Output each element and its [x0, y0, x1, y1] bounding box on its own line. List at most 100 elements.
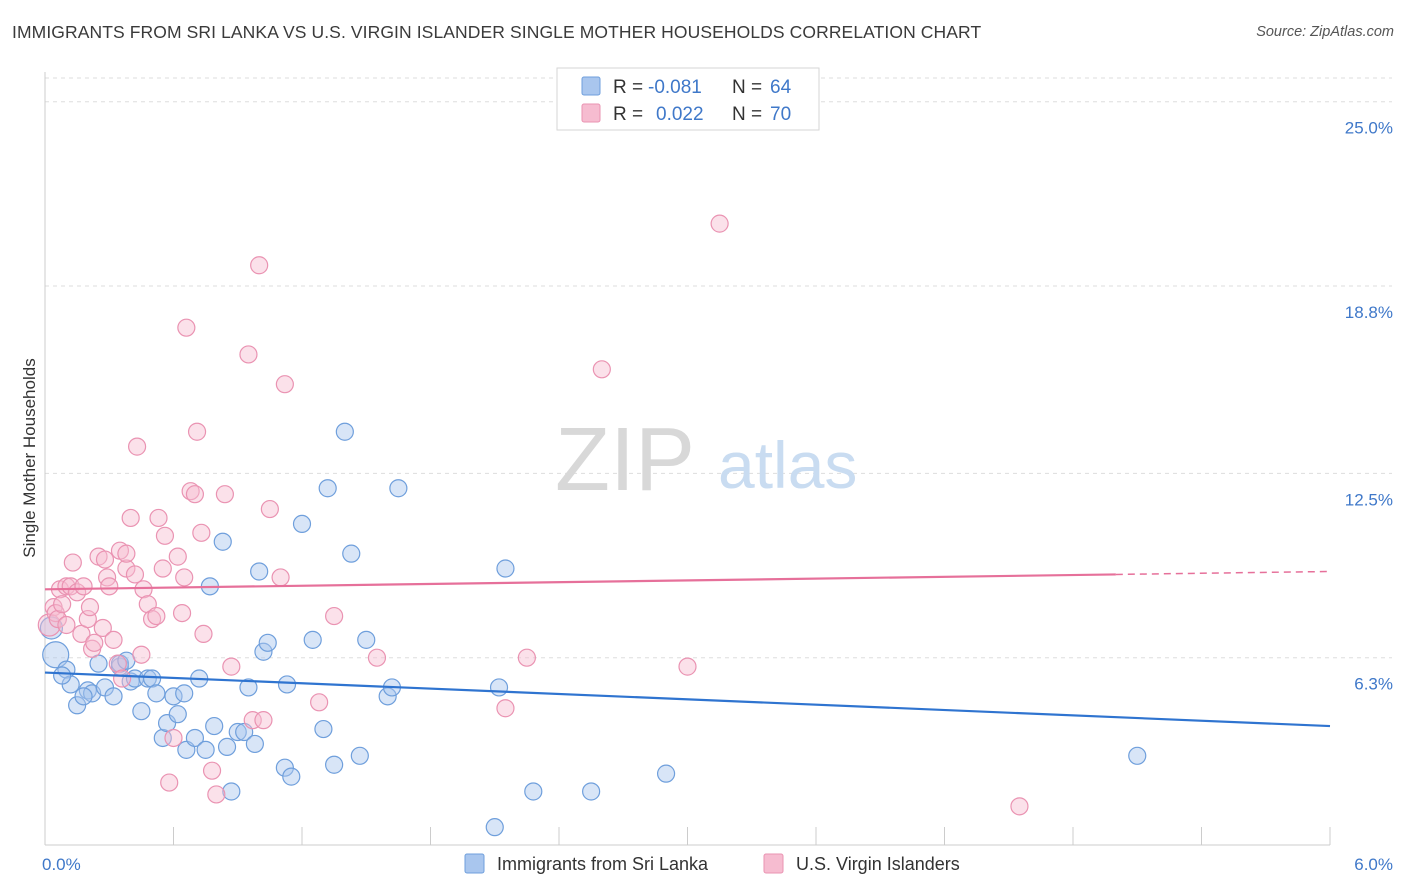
- data-point: [187, 422, 207, 441]
- data-point: [496, 559, 515, 578]
- data-point: [85, 633, 104, 652]
- data-point: [192, 523, 211, 542]
- legend-r-value: 0.022: [656, 104, 704, 125]
- data-point: [258, 633, 277, 652]
- legend-r-label: R =: [613, 77, 643, 98]
- data-point: [254, 711, 273, 730]
- data-point: [350, 746, 369, 765]
- data-point: [205, 716, 224, 736]
- series-legend: Immigrants from Sri Lanka U.S. Virgin Is…: [464, 853, 960, 874]
- data-point: [127, 437, 147, 456]
- data-point: [155, 526, 175, 545]
- legend-n-label: N =: [732, 77, 762, 98]
- y-tick-label: 12.5%: [1345, 490, 1393, 509]
- data-point: [177, 318, 196, 337]
- data-point: [164, 728, 183, 748]
- x-tick-label: 0.0%: [42, 855, 81, 874]
- data-point: [153, 559, 172, 578]
- data-point: [228, 722, 247, 742]
- axes: [44, 72, 1331, 846]
- data-point: [1128, 746, 1147, 765]
- data-point: [275, 375, 294, 394]
- data-point: [318, 479, 337, 498]
- watermark: ZIP atlas: [555, 410, 857, 510]
- data-point: [132, 702, 151, 721]
- data-point: [175, 684, 194, 703]
- data-point: [277, 675, 297, 694]
- legend-swatch-pink: [763, 853, 784, 874]
- data-point: [239, 345, 258, 364]
- data-point: [250, 256, 269, 275]
- data-point: [149, 508, 168, 528]
- legend-swatch-blue: [464, 853, 485, 874]
- data-point: [185, 728, 205, 748]
- data-point: [222, 782, 241, 801]
- legend-n-label: N =: [732, 104, 762, 125]
- data-point: [108, 654, 127, 673]
- data-point: [592, 360, 611, 379]
- data-point: [496, 699, 515, 718]
- data-point: [342, 544, 361, 563]
- legend-r-label: R =: [613, 104, 643, 125]
- data-point: [582, 782, 601, 801]
- trend-line-blue: [44, 671, 1331, 728]
- data-point: [1010, 797, 1029, 816]
- data-point: [125, 565, 145, 584]
- data-point: [524, 782, 543, 801]
- trend-lines: [44, 570, 1331, 728]
- data-point: [134, 580, 153, 599]
- data-point: [678, 657, 697, 676]
- data-point: [314, 719, 333, 739]
- data-point: [196, 740, 215, 759]
- data-point: [42, 641, 70, 669]
- data-point: [271, 568, 290, 587]
- data-point: [168, 705, 187, 724]
- data-point: [335, 422, 354, 441]
- trend-line-pink-extension: [1115, 570, 1331, 576]
- data-point: [282, 767, 301, 786]
- data-point: [275, 758, 294, 777]
- data-point: [100, 577, 119, 596]
- x-tick-label: 6.0%: [1354, 855, 1393, 874]
- data-point: [325, 755, 344, 774]
- data-point: [239, 678, 258, 697]
- data-point: [147, 606, 166, 626]
- data-point: [93, 618, 112, 638]
- data-point: [112, 669, 132, 688]
- correlation-legend: R = -0.081 N = 64 R = 0.022 N = 70: [556, 67, 820, 131]
- data-point: [215, 485, 234, 504]
- data-point: [489, 678, 509, 697]
- data-point: [517, 648, 536, 667]
- data-point: [172, 603, 192, 623]
- data-point: [194, 624, 213, 644]
- data-point: [138, 669, 157, 688]
- data-point: [243, 711, 262, 730]
- data-point: [153, 728, 172, 748]
- chart-title: IMMIGRANTS FROM SRI LANKA VS U.S. VIRGIN…: [12, 22, 982, 42]
- y-tick-label: 25.0%: [1345, 119, 1393, 138]
- legend-n-value: 64: [770, 77, 792, 98]
- data-point: [357, 630, 376, 649]
- data-point: [389, 479, 408, 498]
- data-point: [74, 687, 93, 706]
- tick-labels: 6.3% 12.5% 18.8% 25.0% 0.0% 6.0%: [42, 119, 1393, 874]
- y-tick-label: 18.8%: [1345, 303, 1393, 322]
- data-point: [303, 630, 322, 649]
- data-point: [142, 669, 162, 688]
- data-point: [260, 499, 279, 519]
- data-point: [213, 532, 232, 551]
- legend-series-label: Immigrants from Sri Lanka: [497, 854, 709, 874]
- data-point: [74, 577, 93, 596]
- data-point: [121, 508, 140, 528]
- data-point: [292, 514, 312, 534]
- data-point: [164, 687, 183, 706]
- data-point: [185, 485, 205, 504]
- data-point: [202, 761, 222, 780]
- data-point: [160, 773, 179, 792]
- data-point: [132, 645, 151, 664]
- data-point: [217, 737, 237, 756]
- data-point: [117, 544, 136, 563]
- data-point: [485, 818, 504, 837]
- data-point: [53, 666, 72, 685]
